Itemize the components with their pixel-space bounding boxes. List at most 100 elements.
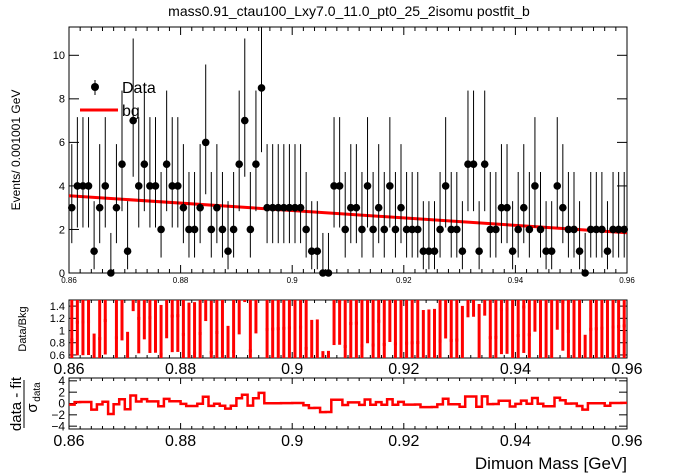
ratio-point bbox=[349, 322, 353, 326]
ratio-point bbox=[137, 316, 141, 320]
ratio-point bbox=[393, 342, 397, 346]
y-tick-label: 10 bbox=[53, 50, 65, 62]
x-tick-label: 0.94 bbox=[500, 433, 531, 450]
ratio-point bbox=[114, 336, 118, 340]
data-point bbox=[570, 225, 578, 234]
data-point bbox=[486, 225, 495, 234]
data-point bbox=[196, 203, 204, 212]
data-point bbox=[408, 225, 416, 234]
data-point bbox=[553, 182, 562, 190]
x-tick-label: 0.9 bbox=[281, 361, 303, 378]
y-tick-label: 0 bbox=[59, 268, 65, 280]
x-tick-label: 0.86 bbox=[61, 276, 77, 285]
data-point bbox=[257, 84, 266, 92]
legend-data-label: Data bbox=[122, 80, 156, 97]
ratio-point bbox=[594, 327, 598, 331]
y-tick-label: 2 bbox=[59, 224, 65, 236]
data-point bbox=[291, 203, 299, 212]
data-point bbox=[380, 225, 389, 234]
ratio-point bbox=[304, 346, 308, 350]
data-point bbox=[285, 203, 294, 212]
data-point bbox=[140, 160, 149, 168]
ratio-point bbox=[338, 300, 342, 304]
data-point bbox=[335, 182, 344, 190]
ratio-y-ticks: 0.60.811.21.4 bbox=[50, 301, 627, 362]
ratio-point bbox=[299, 325, 303, 329]
ratio-point bbox=[220, 350, 224, 354]
data-point bbox=[207, 225, 216, 234]
data-point bbox=[402, 225, 411, 234]
ratio-point bbox=[193, 351, 197, 355]
data-point bbox=[307, 247, 316, 256]
ratio-point bbox=[248, 349, 252, 353]
pull-x-ticks: 0.86 0.88 0.9 0.92 0.94 0.96 bbox=[53, 378, 643, 450]
ratio-point bbox=[410, 341, 414, 345]
ratio-point bbox=[522, 305, 526, 309]
y-tick-label: −4 bbox=[51, 419, 65, 433]
data-point bbox=[564, 225, 573, 234]
ratio-x-ticks: 0.86 0.88 0.9 0.92 0.94 0.96 bbox=[53, 300, 643, 378]
data-point bbox=[469, 160, 478, 168]
data-point bbox=[497, 203, 506, 212]
data-point bbox=[514, 225, 522, 234]
legend-data-marker bbox=[91, 83, 99, 91]
data-point bbox=[185, 225, 193, 234]
data-point bbox=[268, 203, 277, 212]
ratio-point bbox=[232, 350, 236, 354]
data-point bbox=[346, 203, 355, 212]
ratio-point bbox=[343, 344, 347, 348]
ratio-point bbox=[148, 316, 152, 320]
ratio-point bbox=[382, 342, 386, 346]
pull-step-path bbox=[69, 391, 627, 416]
y-tick-label: 1 bbox=[59, 325, 65, 337]
ratio-point bbox=[103, 319, 107, 323]
ratio-point bbox=[499, 308, 503, 312]
data-point bbox=[397, 203, 405, 212]
x-tick-label: 0.96 bbox=[611, 433, 642, 450]
data-point bbox=[525, 225, 534, 234]
y-tick-label: 0.8 bbox=[50, 338, 65, 350]
data-point bbox=[274, 203, 283, 212]
data-point bbox=[620, 225, 629, 234]
chart-title: mass0.91_ctau100_Lxy7.0_11.0_pt0_25_2iso… bbox=[168, 3, 530, 19]
data-point bbox=[508, 247, 517, 256]
data-point bbox=[73, 182, 82, 190]
ratio-point bbox=[215, 330, 219, 334]
data-point bbox=[190, 225, 199, 234]
x-tick-label: 0.92 bbox=[396, 276, 412, 285]
ratio-point bbox=[516, 334, 520, 338]
data-point bbox=[95, 203, 104, 212]
y-tick-label: 1.2 bbox=[50, 313, 65, 325]
data-point bbox=[586, 225, 595, 234]
ratio-point bbox=[265, 327, 269, 331]
data-point bbox=[436, 225, 444, 234]
x-tick-label: 0.88 bbox=[165, 433, 196, 450]
data-point bbox=[229, 225, 238, 234]
data-point bbox=[419, 247, 428, 256]
x-tick-label: 0.9 bbox=[287, 276, 299, 285]
y-tick-label: 0.6 bbox=[50, 350, 65, 362]
y-tick-label: 2 bbox=[58, 385, 65, 399]
ratio-point bbox=[611, 325, 615, 329]
data-point bbox=[575, 247, 584, 256]
ratio-points bbox=[70, 299, 626, 358]
pull-y-axis-label: data - fit σ data bbox=[8, 376, 43, 431]
data-point bbox=[358, 225, 366, 234]
data-point bbox=[458, 247, 467, 256]
ratio-point bbox=[176, 314, 180, 318]
data-point bbox=[235, 160, 243, 168]
data-point bbox=[547, 247, 556, 256]
pull-y-label-sigma: σ bbox=[24, 403, 41, 413]
legend-bg-label: bg bbox=[122, 103, 140, 120]
x-tick-label: 0.94 bbox=[500, 361, 531, 378]
data-point bbox=[475, 247, 483, 256]
data-point bbox=[492, 225, 500, 234]
data-point bbox=[531, 182, 539, 190]
ratio-point bbox=[455, 338, 459, 342]
x-tick-label: 0.88 bbox=[173, 276, 189, 285]
y-tick-label: 6 bbox=[59, 137, 65, 149]
data-point bbox=[480, 160, 489, 168]
ratio-point bbox=[438, 339, 442, 343]
data-point bbox=[319, 269, 327, 277]
